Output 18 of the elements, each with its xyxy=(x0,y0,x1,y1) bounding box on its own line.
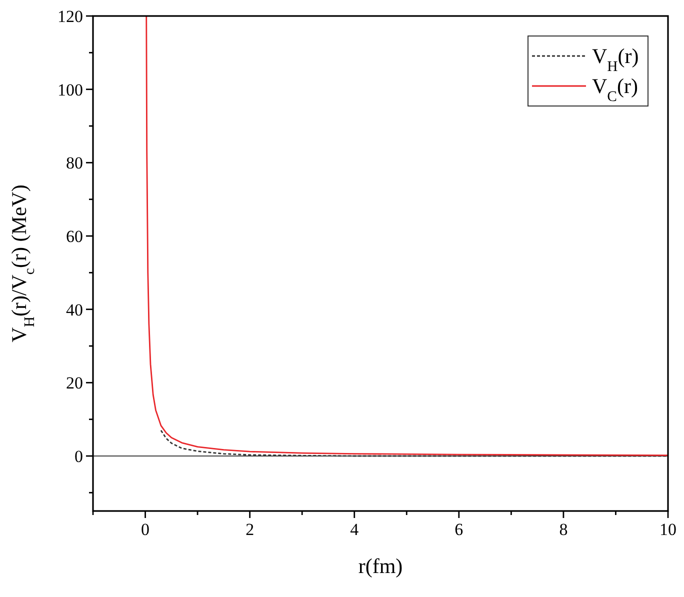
x-tick-label: 10 xyxy=(660,520,676,539)
x-tick-label: 2 xyxy=(246,520,254,539)
line-series xyxy=(146,16,668,456)
y-tick-label: 20 xyxy=(66,374,83,393)
x-tick-label: 8 xyxy=(559,520,568,539)
y-tick-label: 60 xyxy=(66,227,83,246)
line-series xyxy=(160,430,668,457)
y-tick-label: 120 xyxy=(58,7,83,26)
legend-label: V$_{C}$(r) xyxy=(592,74,638,105)
y-tick-label: 100 xyxy=(58,80,83,100)
legend-label: V$_{H}$(r) xyxy=(592,44,639,75)
x-tick-label: 6 xyxy=(454,520,464,539)
y-tick-label: 80 xyxy=(66,154,83,173)
x-tick-label: 4 xyxy=(350,520,360,539)
y-tick-label: 40 xyxy=(66,300,83,320)
y-tick-label: 0 xyxy=(74,447,83,466)
x-axis-title: r(fm) xyxy=(358,554,403,578)
x-tick-label: 0 xyxy=(141,520,150,539)
